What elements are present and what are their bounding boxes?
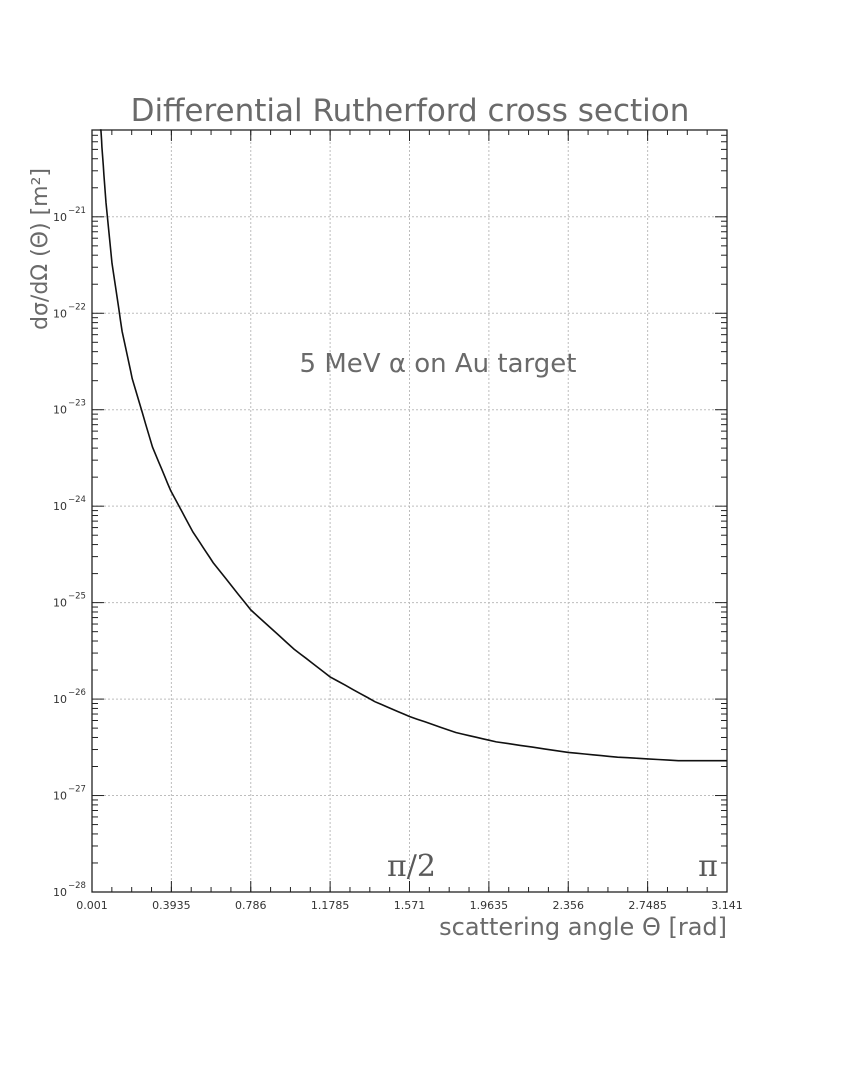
x-tick-label: 1.1785 (311, 899, 350, 912)
y-tick-exponent: −24 (68, 495, 86, 505)
y-tick-exponent: −23 (68, 399, 86, 409)
y-tick-exponent: −27 (68, 785, 86, 795)
y-tick-label: 10 (53, 790, 67, 803)
x-tick-label: 3.141 (711, 899, 743, 912)
x-tick-label: 0.3935 (152, 899, 191, 912)
y-tick-label: 10 (53, 211, 67, 224)
plot-frame (91, 129, 728, 893)
x-tick-label: 1.9635 (470, 899, 509, 912)
y-tick-label: 10 (53, 597, 67, 610)
y-tick-exponent: −28 (68, 881, 86, 891)
x-tick-label: 0.001 (76, 899, 108, 912)
y-tick-exponent: −22 (68, 302, 86, 312)
y-tick-label: 10 (53, 500, 67, 513)
chart-title: Differential Rutherford cross section (131, 93, 690, 129)
y-tick-label: 10 (53, 693, 67, 706)
x-tick-labels: 0.001 0.3935 0.786 1.1785 1.571 1.9635 2.356 2.… (76, 899, 743, 912)
y-tick-label: 10 (53, 404, 67, 417)
y-tick-exponent: −21 (68, 206, 86, 216)
x-tick-label: 2.7485 (628, 899, 667, 912)
x-tick-label: 2.356 (553, 899, 585, 912)
grid-lines (92, 130, 727, 892)
y-tick-exponent: −26 (68, 688, 86, 698)
x-tick-label: 0.786 (235, 899, 267, 912)
annotation-label: 5 MeV α on Au target (300, 349, 577, 379)
y-axis-label: dσ/dΩ (Θ) [m²] (28, 168, 53, 330)
marker-label-pi: π (698, 849, 718, 884)
y-tick-label: 10 (53, 886, 67, 899)
y-tick-label: 10 (53, 307, 67, 320)
tick-marks (91, 130, 728, 893)
marker-label-pi-half: π/2 (387, 849, 436, 884)
x-axis-label: scattering angle Θ [rad] (439, 913, 727, 941)
y-tick-exponent: −25 (68, 592, 86, 602)
x-tick-label: 1.571 (394, 899, 426, 912)
series-line (99, 129, 727, 762)
